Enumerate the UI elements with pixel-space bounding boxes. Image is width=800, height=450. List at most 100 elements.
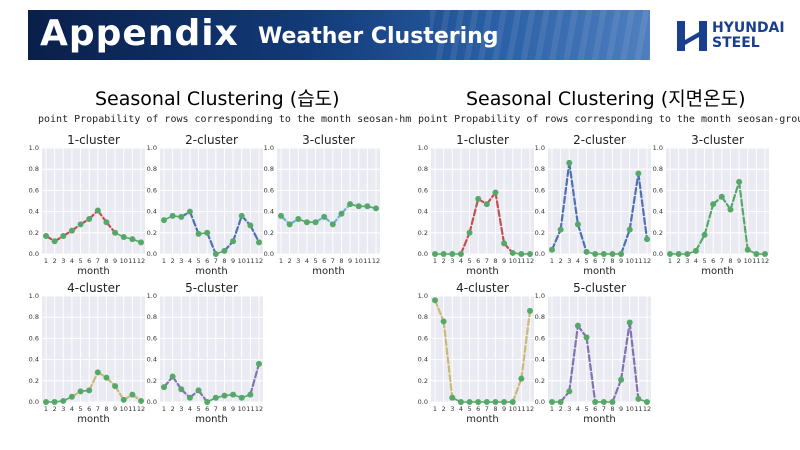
y-tick-label: 0.2 bbox=[147, 377, 157, 385]
series-segment bbox=[231, 214, 243, 243]
x-tick-label: 12 bbox=[137, 405, 145, 413]
data-point bbox=[518, 375, 525, 382]
y-tick-label: 0.0 bbox=[535, 250, 545, 258]
data-point bbox=[373, 205, 379, 212]
data-point bbox=[566, 388, 573, 395]
x-tick-label: 9 bbox=[502, 257, 506, 265]
y-tick-label: 0.4 bbox=[418, 356, 428, 364]
y-tick-label: 1.0 bbox=[535, 292, 545, 300]
plot-area bbox=[431, 296, 534, 402]
data-point bbox=[475, 195, 482, 202]
y-tick-label: 0.0 bbox=[147, 398, 157, 406]
x-tick-label: 2 bbox=[288, 257, 292, 265]
logo-mark-icon bbox=[677, 21, 707, 51]
y-tick-label: 0.2 bbox=[535, 377, 545, 385]
data-point bbox=[753, 251, 760, 257]
x-tick-label: 8 bbox=[339, 257, 343, 265]
banner-pattern bbox=[430, 10, 650, 60]
x-tick-label: 1 bbox=[44, 257, 48, 265]
series-segment bbox=[188, 210, 200, 235]
series-segment bbox=[559, 161, 571, 231]
data-point bbox=[574, 221, 581, 228]
data-point bbox=[618, 376, 625, 383]
data-point bbox=[457, 399, 464, 405]
series-segment bbox=[568, 161, 580, 226]
series-segment bbox=[249, 362, 261, 396]
data-point bbox=[60, 397, 67, 404]
x-tick-label: 3 bbox=[61, 257, 65, 265]
y-tick-label: 0.2 bbox=[418, 377, 428, 385]
plot-area bbox=[160, 148, 263, 254]
data-point bbox=[483, 201, 490, 208]
x-tick-label: 6 bbox=[476, 257, 480, 265]
series-segment bbox=[511, 377, 523, 404]
x-tick-label: 10 bbox=[509, 257, 517, 265]
chart-title: 3-cluster bbox=[302, 133, 355, 147]
x-tick-label: 6 bbox=[205, 405, 209, 413]
x-tick-label: 12 bbox=[137, 257, 145, 265]
y-tick-label: 0.0 bbox=[147, 250, 157, 258]
data-point bbox=[321, 213, 328, 220]
data-point bbox=[492, 399, 499, 405]
series-segment bbox=[550, 228, 562, 251]
y-tick-label: 0.2 bbox=[264, 229, 274, 237]
x-tick-label: 3 bbox=[450, 257, 454, 265]
right-section-title: Seasonal Clustering (지면온도) bbox=[466, 88, 746, 110]
y-tick-label: 0.6 bbox=[418, 334, 428, 342]
x-axis-label: month bbox=[583, 414, 615, 425]
data-point bbox=[744, 246, 751, 253]
plot-area bbox=[548, 296, 651, 402]
series-segment bbox=[88, 371, 99, 392]
x-tick-label: 6 bbox=[87, 405, 91, 413]
data-point bbox=[77, 221, 84, 228]
x-tick-label: 12 bbox=[761, 257, 769, 265]
x-axis-label: month bbox=[312, 266, 344, 277]
x-tick-label: 2 bbox=[442, 405, 446, 413]
y-tick-label: 0.8 bbox=[147, 165, 157, 173]
chart-title: 4-cluster bbox=[67, 281, 120, 295]
x-tick-label: 10 bbox=[355, 257, 363, 265]
data-point bbox=[43, 232, 49, 239]
y-tick-label: 0.4 bbox=[264, 208, 274, 216]
data-point bbox=[583, 334, 590, 341]
y-tick-label: 1.0 bbox=[418, 144, 428, 152]
x-tick-label: 12 bbox=[526, 257, 534, 265]
series-segment bbox=[442, 320, 454, 399]
y-tick-label: 0.4 bbox=[147, 356, 157, 364]
y-tick-label: 0.0 bbox=[418, 250, 428, 258]
series-segment bbox=[459, 231, 471, 256]
y-tick-label: 0.0 bbox=[535, 398, 545, 406]
chart-title: 1-cluster bbox=[67, 133, 120, 147]
data-point bbox=[186, 208, 193, 215]
x-tick-label: 9 bbox=[502, 405, 506, 413]
y-tick-label: 0.4 bbox=[418, 208, 428, 216]
chart-title: 2-cluster bbox=[185, 133, 238, 147]
x-tick-label: 7 bbox=[602, 257, 606, 265]
data-point bbox=[77, 388, 84, 395]
plot-area bbox=[42, 296, 145, 402]
x-tick-label: 7 bbox=[214, 257, 218, 265]
data-point bbox=[557, 399, 564, 405]
y-tick-label: 0.8 bbox=[29, 313, 39, 321]
y-tick-label: 0.0 bbox=[418, 398, 428, 406]
x-tick-label: 1 bbox=[550, 257, 554, 265]
y-tick-label: 0.6 bbox=[535, 334, 545, 342]
x-tick-label: 5 bbox=[78, 405, 82, 413]
data-point bbox=[120, 234, 127, 241]
data-point bbox=[120, 396, 127, 403]
y-tick-label: 1.0 bbox=[29, 144, 39, 152]
x-tick-label: 9 bbox=[348, 257, 352, 265]
x-tick-label: 5 bbox=[702, 257, 706, 265]
x-tick-label: 5 bbox=[584, 257, 588, 265]
data-point bbox=[609, 399, 616, 405]
x-tick-label: 3 bbox=[179, 257, 183, 265]
x-axis-label: month bbox=[466, 266, 498, 277]
y-tick-label: 1.0 bbox=[418, 292, 428, 300]
y-tick-label: 0.4 bbox=[535, 208, 545, 216]
y-tick-label: 0.6 bbox=[29, 186, 39, 194]
data-point bbox=[178, 386, 185, 393]
data-point bbox=[94, 207, 101, 214]
x-tick-label: 10 bbox=[509, 405, 517, 413]
